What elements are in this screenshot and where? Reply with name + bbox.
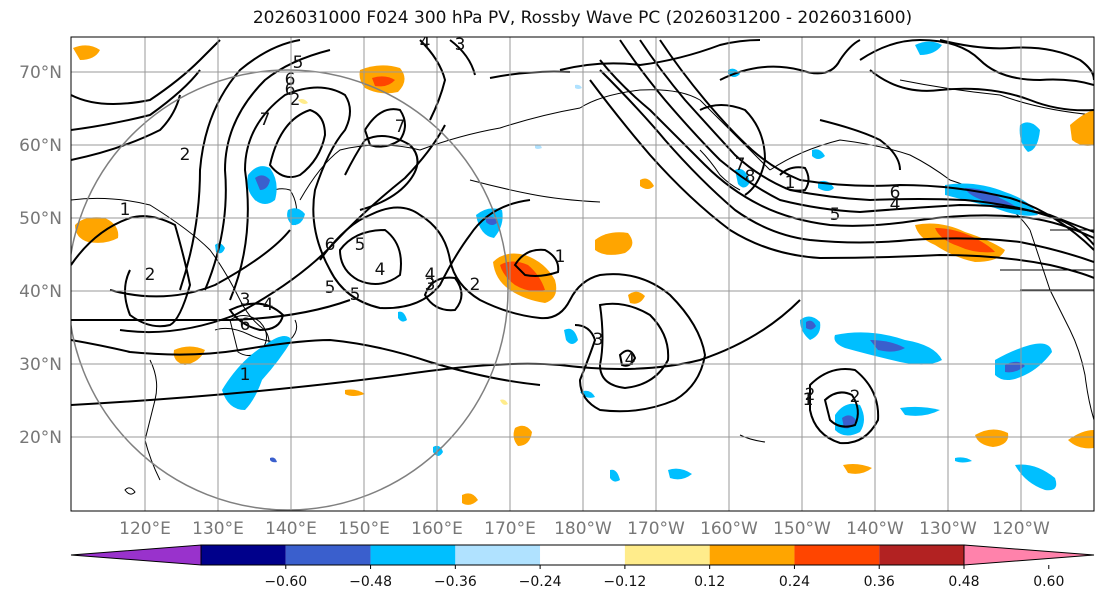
lat-label: 60°N — [19, 136, 62, 156]
lon-label: 170°E — [484, 519, 536, 539]
contour-label: 7 — [260, 110, 271, 130]
contour-label: 3 — [455, 35, 466, 55]
colorbar-tick-label: −0.12 — [603, 574, 646, 590]
colorbar-segment — [794, 545, 880, 565]
colorbar-tick-label: −0.24 — [519, 574, 562, 590]
lon-label: 180°W — [554, 519, 612, 539]
lat-label: 30°N — [19, 355, 62, 375]
contour-label: 3 — [240, 290, 251, 310]
lon-label: 150°W — [773, 519, 831, 539]
lon-label: 130°E — [192, 519, 244, 539]
contour-label: 3 — [425, 275, 436, 295]
contour-label: 2 — [290, 90, 301, 110]
lon-label: 160°E — [411, 519, 463, 539]
contour-label: 5 — [293, 53, 304, 73]
lon-label: 120°W — [992, 519, 1050, 539]
reference-circle — [71, 69, 509, 511]
lon-label: 170°W — [627, 519, 685, 539]
latitude-labels: 70°N 60°N 50°N 40°N 30°N 20°N — [19, 63, 62, 448]
contour-label: 5 — [350, 285, 361, 305]
lon-label: 140°E — [265, 519, 317, 539]
contour-label: 5 — [355, 235, 366, 255]
lat-label: 40°N — [19, 282, 62, 302]
colorbar-segment — [540, 545, 625, 565]
contour-label: 4 — [425, 265, 436, 285]
lat-label: 70°N — [19, 63, 62, 83]
colorbar-tick-labels: −0.60 −0.48 −0.36 −0.24 −0.12 0.12 0.24 0.36 0.4… — [264, 565, 1064, 590]
contour-label: 5 — [325, 278, 336, 298]
colorbar-segment — [285, 545, 371, 565]
colorbar-segment — [201, 545, 286, 565]
colorbar-segment — [370, 545, 456, 565]
colorbar-tick-label: −0.60 — [264, 574, 307, 590]
contour-label: 1 — [803, 390, 814, 410]
lat-label: 50°N — [19, 209, 62, 229]
contour-label: 4 — [375, 260, 386, 280]
colorbar-tick-label: 0.60 — [1033, 574, 1064, 590]
colorbar-tick-label: 0.36 — [864, 574, 895, 590]
contour-label: 6 — [285, 70, 296, 90]
contour-label: 4 — [625, 350, 636, 370]
colorbar-segment — [624, 545, 710, 565]
contour-label: 2 — [805, 385, 816, 405]
lon-label: 160°W — [700, 519, 758, 539]
colorbar-tick-label: 0.24 — [779, 574, 810, 590]
contour-label: 5 — [830, 205, 841, 225]
contour-label: 4 — [890, 195, 901, 215]
lon-label: 150°E — [338, 519, 390, 539]
contour-label: 6 — [325, 235, 336, 255]
contour-label: 4 — [420, 33, 431, 53]
colorbar-extend-high — [963, 544, 1095, 566]
contour-label: 7 — [735, 155, 746, 175]
colorbar-segment — [455, 545, 541, 565]
lon-label: 130°W — [919, 519, 977, 539]
contour-label: 1 — [555, 247, 566, 267]
colorbar-tick-label: −0.48 — [349, 574, 392, 590]
contour-label: 1 — [240, 365, 251, 385]
map-border — [70, 36, 1095, 512]
lon-label: 140°W — [846, 519, 904, 539]
contour-label: 2 — [850, 387, 861, 407]
contour-label: 3 — [593, 330, 604, 350]
contour-label: 1 — [785, 173, 796, 193]
gridlines — [71, 37, 1094, 511]
contour-label: 2 — [145, 265, 156, 285]
colorbar-tick-label: 0.48 — [948, 574, 979, 590]
colorbar-extend-low — [70, 544, 202, 566]
colorbar-tick-label: 0.12 — [694, 574, 725, 590]
colorbar-tick-label: −0.36 — [434, 574, 477, 590]
colorbar-frame — [200, 544, 965, 566]
contour-label: 2 — [180, 145, 191, 165]
longitude-labels: 120°E 130°E 140°E 150°E 160°E 170°E 180°W 170°W… — [119, 519, 1050, 539]
contour-label: 4 — [263, 295, 274, 315]
contour-label: 2 — [470, 275, 481, 295]
contour-label: 7 — [395, 117, 406, 137]
pv-shading-negative — [215, 41, 1057, 491]
colorbar-segment — [709, 545, 795, 565]
contour-label: 6 — [240, 315, 251, 335]
chart-title: 2026031000 F024 300 hPa PV, Rossby Wave … — [252, 8, 913, 28]
contour-label: 6 — [890, 183, 901, 203]
colorbar-segment — [879, 545, 964, 565]
lon-label: 120°E — [119, 519, 171, 539]
contour-label: 6 — [285, 80, 296, 100]
contour-label: 1 — [120, 200, 131, 220]
lat-label: 20°N — [19, 428, 62, 448]
colorbar — [70, 544, 1095, 566]
contour-label: 8 — [745, 167, 756, 187]
